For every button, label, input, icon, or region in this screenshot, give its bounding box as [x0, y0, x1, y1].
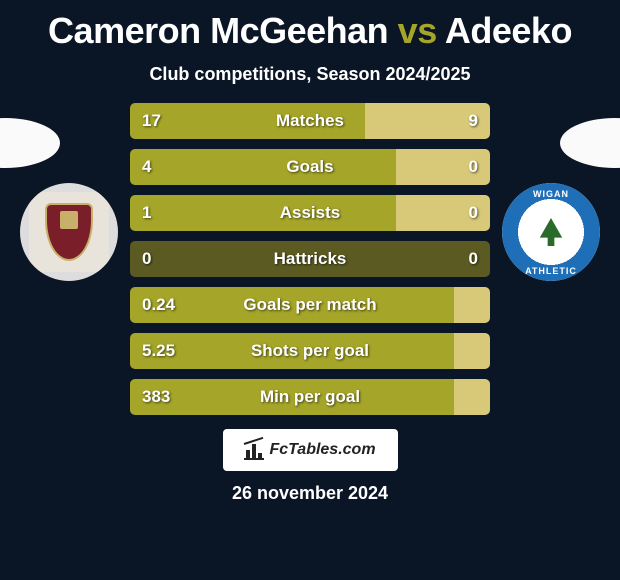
stat-row: Goals per match0.24 — [130, 287, 490, 323]
comparison-container: WIGAN ATHLETIC Matches179 Goals40 Assists1… — [0, 103, 620, 415]
stat-row: Min per goal383 — [130, 379, 490, 415]
stat-row: Shots per goal5.25 — [130, 333, 490, 369]
bar-left-segment — [130, 287, 454, 323]
bar-left-segment — [130, 195, 396, 231]
stat-row: Matches179 — [130, 103, 490, 139]
crest-right-text-top: WIGAN — [502, 189, 600, 199]
stat-bars: Matches179 Goals40 Assists10 Hattricks00 Goa… — [130, 103, 490, 415]
chart-icon — [244, 440, 264, 460]
bar-left-segment — [130, 379, 454, 415]
crest-left-shield-icon — [45, 203, 93, 261]
stat-row: Assists10 — [130, 195, 490, 231]
title-player1: Cameron McGeehan — [48, 10, 388, 51]
crest-left-inner — [29, 192, 109, 272]
bar-right-segment — [396, 195, 490, 231]
crest-right-ring: WIGAN ATHLETIC — [502, 183, 600, 281]
bar-right-segment — [454, 379, 490, 415]
crest-left — [20, 183, 118, 281]
bar-right-segment — [365, 103, 490, 139]
subtitle: Club competitions, Season 2024/2025 — [0, 64, 620, 85]
date-label: 26 november 2024 — [0, 483, 620, 504]
bar-right-segment — [454, 333, 490, 369]
crest-right: WIGAN ATHLETIC — [502, 183, 600, 281]
page-title: Cameron McGeehan vs Adeeko — [0, 0, 620, 52]
stat-row: Hattricks00 — [130, 241, 490, 277]
title-vs: vs — [398, 10, 437, 51]
bar-right-segment — [396, 149, 490, 185]
crest-right-center — [523, 204, 579, 260]
bar-left-segment — [130, 103, 365, 139]
stat-row: Goals40 — [130, 149, 490, 185]
flag-right — [560, 118, 620, 168]
title-player2: Adeeko — [445, 10, 572, 51]
tree-icon — [537, 218, 565, 246]
site-logo-text: FcTables.com — [269, 441, 375, 459]
bar-right-segment — [454, 287, 490, 323]
bar-left-segment — [130, 333, 454, 369]
crest-right-text-bot: ATHLETIC — [502, 266, 600, 276]
bar-left-segment — [130, 241, 490, 277]
flag-left — [0, 118, 60, 168]
site-logo: FcTables.com — [223, 429, 398, 471]
bar-left-segment — [130, 149, 396, 185]
